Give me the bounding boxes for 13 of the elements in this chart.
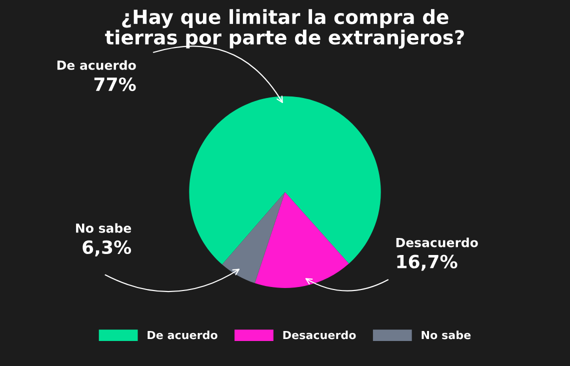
slice-label: De acuerdo	[57, 60, 136, 70]
legend-label: Desacuerdo	[283, 330, 356, 340]
pie-slice	[189, 96, 381, 264]
pie-slice	[254, 192, 349, 288]
data-label: 6,3%	[82, 240, 132, 256]
chart-title: ¿Hay que limitar la compra de tierras por parte de extranjeros?	[105, 9, 464, 49]
legend-label: De acuerdo	[148, 330, 218, 340]
data-label: 16,7%	[397, 254, 458, 271]
slice-label: No sabe	[76, 223, 132, 233]
slice-label: Desacuerdo	[396, 238, 478, 248]
pie-slice	[222, 192, 285, 284]
legend-label: No sabe	[422, 330, 471, 340]
data-label: 77%	[94, 77, 136, 92]
